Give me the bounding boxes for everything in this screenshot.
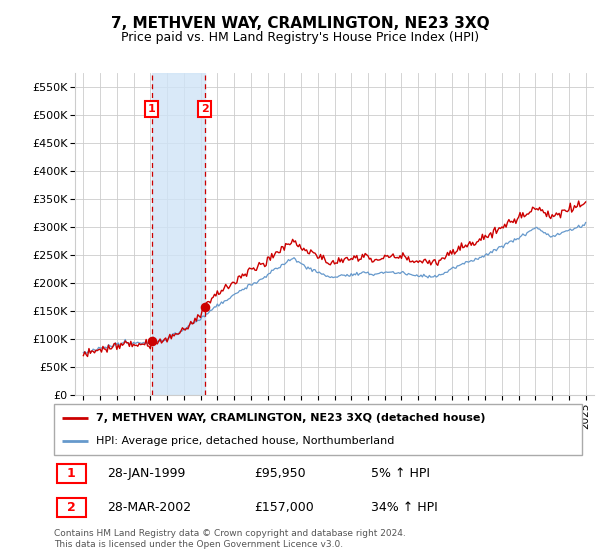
Text: 1: 1 bbox=[148, 104, 155, 114]
Point bbox=[147, 337, 157, 346]
Text: £157,000: £157,000 bbox=[254, 501, 314, 514]
Text: HPI: Average price, detached house, Northumberland: HPI: Average price, detached house, Nort… bbox=[96, 436, 395, 446]
Text: 28-JAN-1999: 28-JAN-1999 bbox=[107, 467, 185, 480]
Bar bbox=[56, 464, 86, 483]
Bar bbox=[152, 73, 205, 395]
Text: 5% ↑ HPI: 5% ↑ HPI bbox=[371, 467, 430, 480]
Text: £95,950: £95,950 bbox=[254, 467, 306, 480]
Bar bbox=[56, 498, 86, 516]
Text: 7, METHVEN WAY, CRAMLINGTON, NE23 3XQ: 7, METHVEN WAY, CRAMLINGTON, NE23 3XQ bbox=[110, 16, 490, 31]
Text: 34% ↑ HPI: 34% ↑ HPI bbox=[371, 501, 437, 514]
Text: Price paid vs. HM Land Registry's House Price Index (HPI): Price paid vs. HM Land Registry's House … bbox=[121, 31, 479, 44]
Text: 2: 2 bbox=[67, 501, 76, 514]
Text: 28-MAR-2002: 28-MAR-2002 bbox=[107, 501, 191, 514]
Text: 2: 2 bbox=[201, 104, 209, 114]
Point bbox=[200, 302, 209, 311]
Text: 1: 1 bbox=[67, 467, 76, 480]
Text: Contains HM Land Registry data © Crown copyright and database right 2024.
This d: Contains HM Land Registry data © Crown c… bbox=[54, 529, 406, 549]
Text: 7, METHVEN WAY, CRAMLINGTON, NE23 3XQ (detached house): 7, METHVEN WAY, CRAMLINGTON, NE23 3XQ (d… bbox=[96, 413, 486, 423]
